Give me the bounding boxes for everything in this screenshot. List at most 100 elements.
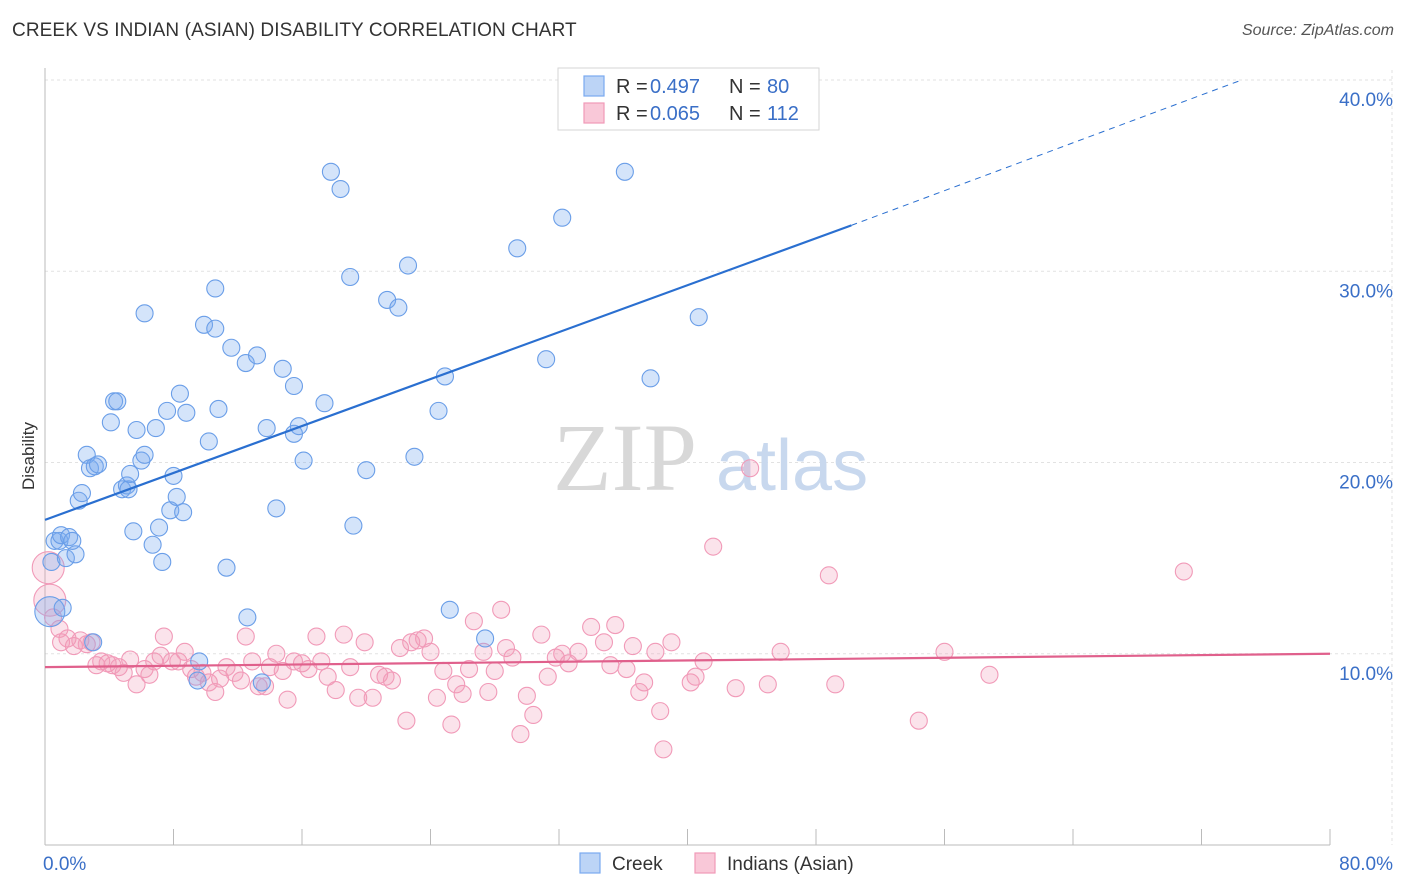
creek-point	[267, 499, 286, 518]
creek-point	[146, 419, 165, 438]
creek-point	[199, 432, 218, 451]
creek-point	[149, 518, 169, 537]
bottom-legend: Creek Indians (Asian)	[579, 852, 854, 875]
creek-point	[132, 451, 151, 470]
indians-point	[503, 648, 522, 667]
creek-point	[84, 633, 103, 652]
creek-point	[206, 279, 225, 298]
indians-point	[582, 617, 601, 637]
indians-point	[206, 682, 225, 702]
creek-point	[537, 350, 556, 369]
creek-point	[42, 552, 61, 572]
creek-point	[174, 503, 193, 522]
indians-point	[397, 711, 416, 730]
creek-point	[331, 179, 350, 199]
creek-point	[167, 487, 186, 506]
creek-point	[405, 447, 424, 466]
creek-point	[135, 304, 154, 323]
creek-point	[429, 401, 448, 420]
creek-point	[101, 413, 120, 432]
legend-creek-n-value: 80	[767, 76, 789, 98]
creek-point	[389, 298, 408, 317]
indians-point	[318, 667, 337, 686]
indians-point	[151, 646, 170, 665]
creek-point	[124, 522, 143, 541]
indians-point	[909, 711, 928, 730]
creek-point	[34, 596, 66, 628]
watermark: ZIP atlas	[553, 404, 868, 511]
creek-point	[63, 531, 82, 550]
tick-labels: 10.0% 20.0% 30.0% 40.0% 0.0% 80.0%	[43, 90, 1393, 875]
creek-point	[553, 208, 572, 227]
creek-point	[273, 359, 292, 378]
creek-point	[206, 319, 225, 338]
creek-point	[153, 552, 172, 572]
creek-point	[190, 652, 209, 671]
indians-point	[135, 659, 154, 679]
creek-point	[344, 516, 363, 535]
creek-point	[294, 451, 313, 470]
bottom-legend-indians: Indians (Asian)	[727, 854, 854, 875]
indians-point	[758, 675, 777, 694]
indians-point	[496, 638, 516, 658]
indians-point	[421, 642, 440, 661]
indians-point	[453, 684, 472, 703]
creek-points	[34, 162, 708, 692]
legend-indians-r-label: R =	[616, 103, 648, 125]
creek-point	[108, 392, 127, 411]
creek-trend-extension	[851, 79, 1242, 226]
indians-point	[307, 627, 326, 646]
creek-point	[53, 598, 72, 617]
indians-point	[485, 661, 504, 681]
legend-creek-n-label: N =	[729, 76, 761, 98]
x-tick-label-1: 80.0%	[1339, 854, 1393, 875]
indians-point	[464, 612, 483, 631]
creek-point	[143, 535, 162, 554]
indians-point	[278, 690, 297, 709]
indians-point	[267, 644, 286, 663]
creek-point	[217, 558, 236, 577]
y-tick-label-1: 20.0%	[1339, 473, 1393, 494]
indians-point	[569, 642, 588, 661]
legend-indians-r-value: 0.065	[650, 103, 700, 125]
indians-point	[654, 740, 673, 759]
creek-point	[177, 403, 196, 422]
creek-point	[66, 545, 85, 564]
creek-point	[315, 394, 334, 413]
indians-point	[935, 642, 954, 661]
indians-point	[447, 675, 466, 694]
axes	[44, 68, 1331, 846]
indians-point	[31, 551, 65, 585]
creek-point	[170, 384, 189, 403]
creek-point	[357, 461, 376, 480]
x-tick-label-0: 0.0%	[43, 854, 86, 875]
indians-point	[511, 725, 530, 744]
indians-point	[741, 459, 760, 478]
indians-point	[681, 673, 700, 692]
top-legend: R = 0.497 N = 80 R = 0.065 N = 112	[557, 67, 820, 131]
legend-swatch-indians	[583, 102, 605, 124]
watermark-zip: ZIP	[553, 404, 697, 511]
indians-point	[704, 537, 723, 556]
indians-trend-line	[44, 652, 1331, 669]
indians-point	[630, 682, 649, 702]
indians-point	[154, 627, 173, 646]
creek-point	[188, 671, 207, 690]
bottom-legend-creek: Creek	[612, 854, 663, 875]
indians-point	[341, 658, 360, 677]
creek-point	[398, 256, 418, 275]
creek-point	[341, 267, 360, 287]
indians-point	[231, 671, 251, 690]
legend-indians-n-value: 112	[767, 103, 799, 125]
creek-point	[209, 399, 228, 419]
indians-point	[538, 667, 557, 686]
indians-point	[623, 637, 642, 656]
indians-point	[434, 661, 453, 681]
creek-point	[641, 369, 660, 388]
creek-point	[222, 338, 241, 357]
legend-swatch-creek	[583, 75, 605, 97]
indians-point	[686, 667, 705, 686]
indians-point	[662, 633, 681, 652]
creek-point	[135, 445, 154, 464]
creek-point	[88, 455, 108, 474]
